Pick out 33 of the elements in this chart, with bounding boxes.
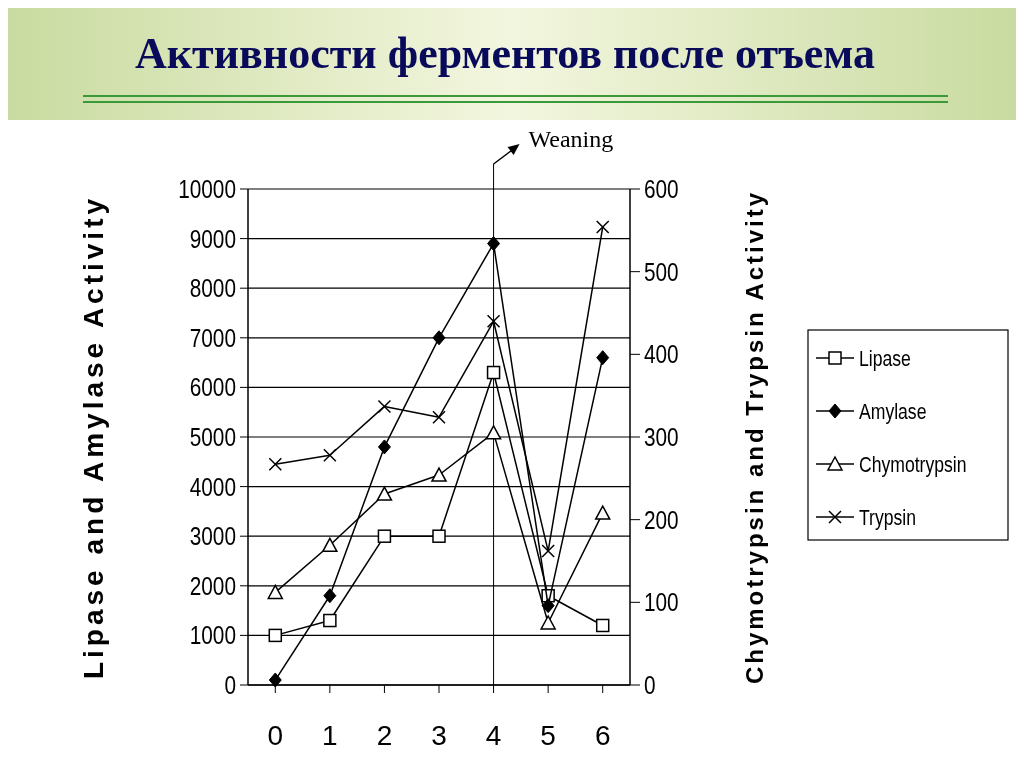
y2-tick-label: 0 (644, 670, 656, 700)
y-axis-title: Lipase and Amylase Activity (78, 194, 109, 680)
y-tick-label: 7000 (189, 323, 236, 353)
legend-label: Trypsin (859, 504, 917, 530)
x-tick-label: 6 (594, 720, 611, 751)
y2-tick-label: 600 (644, 174, 679, 204)
y2-tick-label: 500 (644, 257, 679, 287)
y-tick-label: 1000 (189, 621, 236, 651)
y2-axis-title: Chymotrypsin and Trypsin Activity (741, 189, 768, 685)
y-tick-label: 6000 (189, 373, 236, 403)
x-tick-label: 3 (431, 720, 447, 751)
y-tick-label: 5000 (189, 422, 236, 452)
x-tick-label: 5 (540, 720, 556, 751)
x-tick-label: 1 (322, 720, 338, 751)
x-tick-label: 2 (376, 720, 393, 751)
y2-tick-label: 100 (644, 588, 679, 617)
chart-title: Активности ферментов после отъема (134, 29, 876, 78)
legend-label: Weaning (528, 126, 614, 152)
y-tick-label: 10000 (178, 174, 236, 204)
y2-tick-label: 300 (644, 422, 679, 452)
y-tick-label: 4000 (189, 472, 236, 502)
legend-label: Lipase (859, 345, 911, 371)
y-tick-label: 9000 (189, 224, 236, 254)
y-tick-label: 2000 (189, 571, 236, 601)
y-tick-label: 3000 (189, 522, 236, 551)
x-tick-label: 0 (267, 720, 284, 751)
y2-tick-label: 200 (644, 505, 679, 535)
legend-label: Amylase (859, 398, 927, 424)
y-tick-label: 8000 (189, 274, 236, 303)
legend-label: Chymotrypsin (859, 451, 967, 477)
y-tick-label: 0 (224, 670, 236, 700)
x-tick-label: 4 (485, 720, 502, 751)
y2-tick-label: 400 (644, 340, 679, 369)
